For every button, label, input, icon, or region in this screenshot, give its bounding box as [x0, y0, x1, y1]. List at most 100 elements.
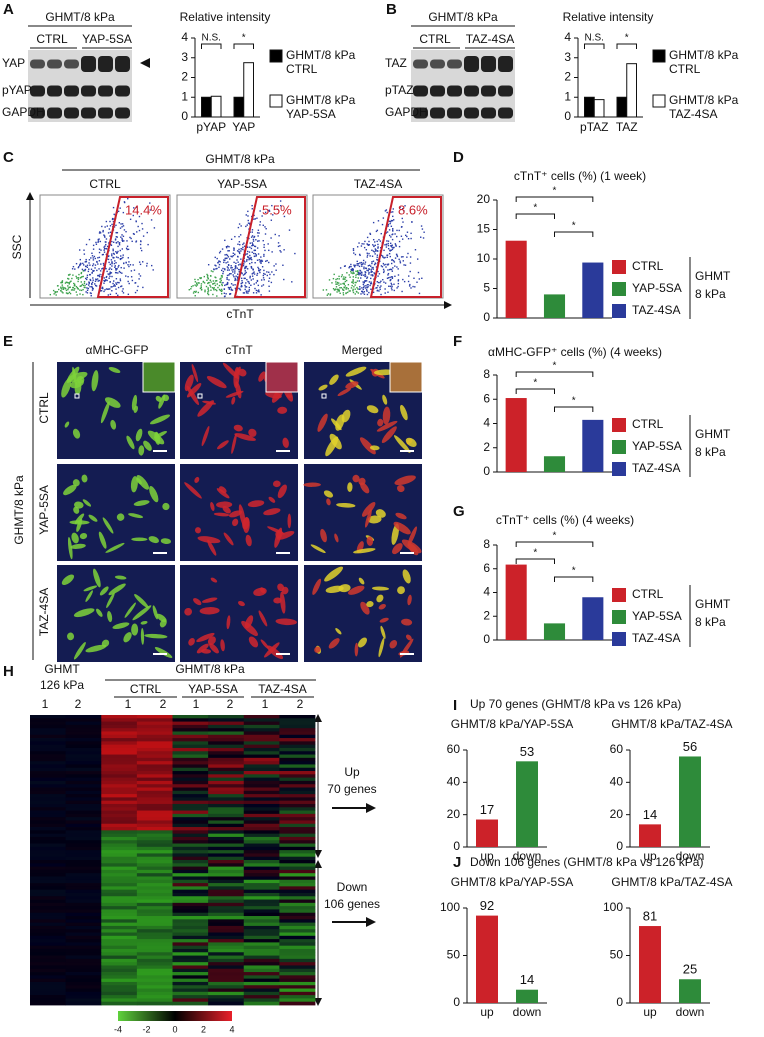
heatmap-cell	[136, 761, 173, 765]
heatmap-cell	[136, 715, 173, 719]
dot	[247, 210, 249, 213]
dot	[113, 262, 116, 265]
dot	[355, 274, 357, 276]
significance-bracket	[616, 43, 637, 49]
dot	[370, 277, 372, 280]
colorbar-label: 0	[172, 1024, 177, 1034]
heatmap-cell	[30, 860, 67, 864]
x-tick-label: up	[480, 849, 494, 863]
dot	[245, 290, 247, 292]
dot	[237, 273, 239, 275]
dot	[240, 225, 242, 227]
heatmap-cell	[279, 889, 316, 894]
dot	[80, 281, 82, 283]
heatmap-cell	[279, 784, 316, 788]
heatmap-cell	[279, 968, 316, 973]
dot	[279, 250, 281, 252]
dot	[264, 233, 267, 235]
heatmap-cell	[136, 929, 173, 933]
heatmap-cell	[101, 734, 138, 739]
dot	[268, 209, 270, 212]
dot	[246, 290, 248, 292]
heatmap-cell	[101, 919, 138, 924]
heatmap-cell	[208, 892, 245, 897]
cell	[186, 385, 199, 406]
heatmap-cell	[172, 985, 209, 989]
dot	[236, 267, 238, 269]
dot	[378, 273, 381, 275]
dot	[110, 286, 112, 288]
dot	[233, 247, 235, 249]
cell	[74, 380, 82, 395]
dot	[224, 284, 226, 287]
dot	[206, 273, 208, 276]
dot	[252, 240, 255, 242]
cell	[345, 381, 359, 389]
dot	[230, 267, 232, 269]
dot	[73, 285, 76, 287]
cell	[232, 518, 239, 527]
y-tick-label: 1	[181, 89, 188, 103]
cell	[358, 477, 366, 486]
heatmap-cell	[101, 932, 138, 937]
dot	[390, 220, 393, 222]
dot	[125, 262, 127, 264]
heatmap-cell	[30, 807, 67, 811]
dot	[253, 273, 256, 275]
heatmap-cell	[65, 988, 102, 993]
dot	[384, 210, 387, 212]
significance-label: *	[553, 361, 557, 372]
heatmap-cell	[243, 724, 280, 729]
heatmap-cell	[208, 810, 245, 815]
dot	[362, 263, 364, 265]
cell	[98, 531, 107, 549]
dot	[238, 248, 240, 251]
dot	[230, 265, 232, 267]
dot	[388, 268, 391, 271]
heatmap-cell	[172, 948, 209, 953]
heatmap-cell	[101, 922, 138, 927]
dot	[236, 250, 239, 252]
dot	[218, 260, 221, 262]
dot	[334, 288, 337, 290]
heatmap-cell	[208, 784, 245, 788]
heatmap-cell	[172, 860, 209, 864]
band	[481, 85, 496, 97]
dot	[386, 231, 389, 233]
dot	[230, 255, 232, 258]
y-tick-label: 2	[181, 70, 188, 84]
dot	[92, 264, 94, 267]
heatmap-cell	[208, 935, 245, 940]
dot	[236, 259, 238, 261]
heatmap-cell	[101, 939, 138, 943]
dot	[381, 223, 384, 226]
dot	[383, 270, 385, 272]
dot	[77, 280, 79, 283]
heatmap-cell	[279, 978, 316, 983]
dot	[105, 243, 107, 246]
dot	[67, 287, 70, 289]
heatmap-cell	[65, 850, 102, 854]
dot	[112, 252, 115, 255]
dot	[200, 285, 202, 287]
dot	[350, 268, 352, 271]
dot	[372, 291, 375, 294]
dot	[119, 227, 122, 229]
dot	[392, 260, 395, 262]
dot	[367, 286, 369, 288]
dot	[231, 256, 233, 258]
dot	[121, 239, 124, 241]
dot	[352, 271, 354, 273]
dot	[85, 260, 88, 263]
heatmap-cell	[136, 932, 173, 937]
heatmap-cell	[136, 803, 173, 808]
heatmap-cell	[30, 780, 67, 785]
significance-label: *	[553, 186, 557, 197]
heatmap-cell	[101, 721, 138, 726]
dot	[103, 249, 105, 251]
heatmap-cell	[101, 981, 138, 986]
dot	[251, 235, 254, 237]
heatmap-cell	[65, 919, 102, 924]
heatmap-cell	[279, 794, 316, 798]
bar	[616, 96, 628, 118]
